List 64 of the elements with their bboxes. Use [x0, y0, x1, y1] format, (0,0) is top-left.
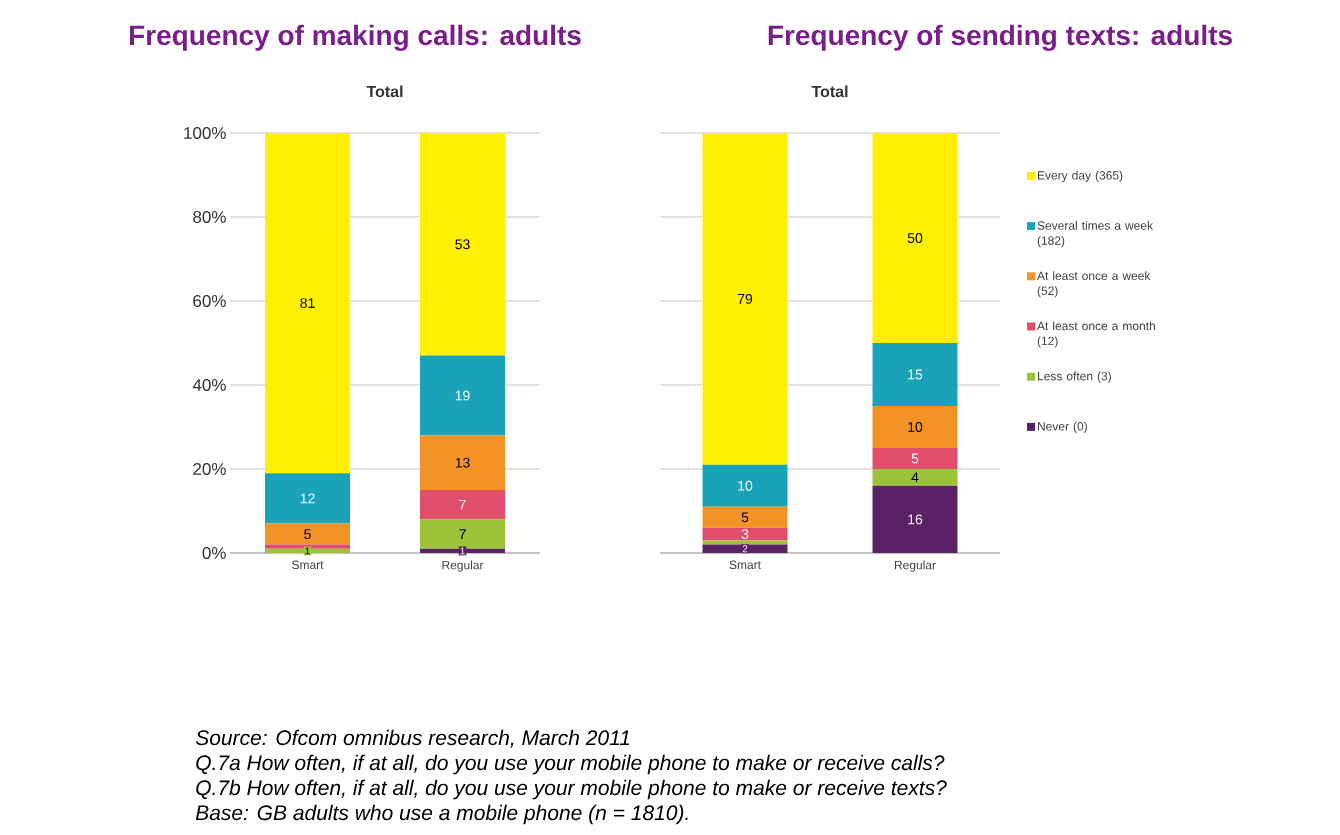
chart-title: Frequency of sending texts: adults	[768, 24, 1232, 51]
data-label: 15	[908, 369, 923, 380]
bar	[420, 519, 506, 549]
data-label: 5	[304, 529, 311, 539]
data-label: 4	[911, 472, 919, 483]
y-tick-label: 60%	[193, 294, 226, 308]
bar	[702, 506, 788, 528]
y-tick-label: 20%	[193, 462, 226, 476]
bar	[872, 448, 958, 469]
bar	[702, 464, 788, 507]
chart-subtitle: Total	[366, 85, 403, 98]
text: Base: GB adults who use a mobile phone (n = 1810).	[195, 804, 688, 825]
legend-label: Several times a week (182)	[1037, 221, 1154, 248]
bar	[265, 473, 350, 524]
text: Q.7b How often, if at all, do you use your mobile phone to make or receive texts?	[196, 779, 947, 800]
data-label: 12	[300, 493, 315, 504]
data-label: 5	[911, 453, 919, 464]
bar	[872, 469, 958, 486]
data-label: 10	[908, 422, 923, 432]
data-label: 16	[908, 514, 923, 525]
data-label: 1	[460, 547, 465, 555]
x-tick-label: Smart	[292, 560, 324, 570]
bar	[702, 133, 788, 465]
y-tick-label: 40%	[192, 378, 226, 392]
data-label: 10	[738, 480, 753, 491]
data-label: 19	[455, 390, 470, 401]
y-tick-label: 80%	[193, 210, 226, 224]
data-label: 50	[907, 233, 923, 243]
data-label: 7	[459, 529, 466, 539]
chart-subtitle: Total	[811, 85, 848, 98]
source-note: Source: Ofcom omnibus research, March 2011	[195, 729, 630, 748]
x-tick-label: Regular	[442, 560, 484, 572]
y-tick-label: 0%	[202, 546, 226, 560]
data-label: 2	[742, 545, 748, 553]
bar	[420, 435, 506, 490]
data-label: 81	[300, 298, 315, 309]
bar	[702, 540, 788, 545]
y-tick-label: 100%	[184, 126, 226, 140]
bar	[420, 132, 506, 356]
data-label: 53	[455, 239, 470, 250]
bar	[420, 489, 506, 520]
x-tick-label: Smart	[729, 560, 761, 570]
legend-label: Never (0)	[1038, 421, 1087, 433]
legend-label: Every day (365)	[1038, 170, 1123, 182]
data-label: 1	[305, 547, 310, 555]
legend-label: At least once a month (12)	[1037, 321, 1155, 348]
legend-label: Less often (3)	[1038, 371, 1111, 383]
text: Q.7a How often, if at all, do you use your mobile phone to make or receive calls?	[196, 754, 945, 775]
data-label: 7	[459, 499, 466, 510]
bar	[872, 343, 958, 406]
data-label: 5	[741, 512, 749, 523]
data-label: 3	[741, 529, 749, 540]
bar	[702, 527, 788, 541]
bar	[265, 523, 350, 545]
x-tick-label: Regular	[894, 560, 936, 572]
bar	[872, 132, 958, 343]
bar	[872, 406, 958, 448]
data-label: 79	[737, 293, 753, 304]
data-label: 13	[455, 457, 470, 468]
chart-title: Frequency of making calls: adults	[129, 24, 581, 51]
legend-label: At least once a week (52)	[1037, 271, 1151, 298]
bar	[872, 485, 958, 553]
bar	[265, 132, 350, 474]
bar	[420, 355, 506, 436]
